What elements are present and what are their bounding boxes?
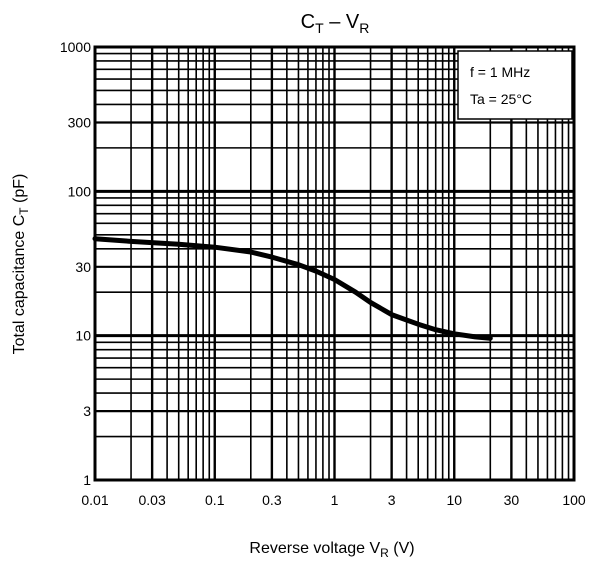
y-tick-labels: 1 3 10 30 100 300 1000 (60, 39, 91, 488)
x-axis-label-sub: R (380, 546, 389, 560)
x-tick-label: 0.01 (81, 492, 108, 508)
plot-frame (93, 45, 576, 482)
y-axis-label-sub: T (17, 207, 31, 215)
x-tick-label: 30 (504, 492, 520, 508)
x-tick-label: 3 (388, 492, 396, 508)
x-tick-label: 0.1 (205, 492, 225, 508)
condition-frequency: f = 1 MHz (470, 64, 530, 80)
x-tick-label: 0.03 (139, 492, 166, 508)
y-tick-label: 10 (75, 328, 91, 344)
y-axis-label-unit: (pF) (11, 174, 28, 208)
curve-layer (92, 236, 493, 341)
y-tick-label: 1000 (60, 39, 91, 55)
series-line (92, 236, 493, 341)
chart-title-sub: T (315, 20, 324, 36)
x-axis-label-main: Reverse voltage V (249, 540, 380, 557)
chart-title-sub2: R (359, 20, 369, 36)
y-tick-label: 1 (83, 472, 91, 488)
chart-title: CT – VR (301, 11, 370, 36)
condition-temperature: Ta = 25°C (470, 91, 532, 107)
x-tick-label: 0.3 (262, 492, 282, 508)
x-axis-label: Reverse voltage VR (V) (249, 540, 414, 560)
x-tick-label: 1 (331, 492, 339, 508)
y-tick-label: 300 (68, 114, 92, 130)
chart-title-main: C (301, 11, 315, 33)
chart-title-dash: – V (324, 11, 360, 33)
y-tick-label: 3 (83, 403, 91, 419)
conditions-box: f = 1 MHz Ta = 25°C (457, 50, 573, 120)
y-axis-label-main: Total capacitance C (11, 215, 28, 355)
y-tick-label: 30 (75, 259, 91, 275)
x-tick-label: 100 (562, 492, 586, 508)
y-tick-label: 100 (68, 183, 92, 199)
y-axis-label: Total capacitance CT (pF) (11, 174, 31, 355)
x-axis-label-unit: (V) (389, 540, 415, 557)
x-tick-label: 10 (446, 492, 462, 508)
x-tick-labels: 0.01 0.03 0.1 0.3 1 3 10 30 100 (81, 492, 586, 508)
